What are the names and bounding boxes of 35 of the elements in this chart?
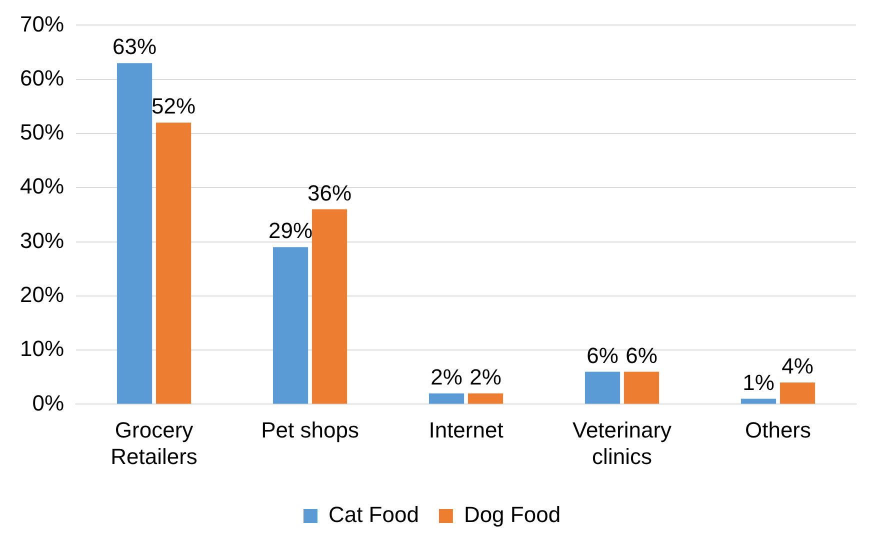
y-tick-label: 20% bbox=[20, 282, 64, 307]
data-label: 52% bbox=[152, 94, 196, 119]
y-tick-label: 30% bbox=[20, 228, 64, 253]
legend-label: Cat Food bbox=[328, 502, 419, 528]
y-tick-label: 50% bbox=[20, 120, 64, 145]
x-tick-label: Internet bbox=[428, 417, 504, 442]
bar bbox=[780, 382, 816, 404]
data-label: 6% bbox=[586, 342, 618, 368]
bar bbox=[468, 393, 504, 404]
data-label: 63% bbox=[112, 34, 157, 60]
bar bbox=[312, 209, 348, 404]
bar bbox=[584, 372, 620, 404]
data-label: 6% bbox=[626, 342, 658, 368]
bar bbox=[116, 63, 152, 404]
data-label: 1% bbox=[742, 370, 774, 395]
y-tick-label: 40% bbox=[20, 174, 64, 199]
y-tick-label: 0% bbox=[32, 390, 64, 416]
data-label: 29% bbox=[268, 218, 313, 244]
bar bbox=[624, 372, 660, 404]
y-tick-label: 70% bbox=[20, 11, 64, 36]
data-label: 2% bbox=[470, 364, 502, 390]
x-tick-label: Pet shops bbox=[261, 417, 359, 442]
bar bbox=[156, 122, 192, 404]
x-tick-label: Others bbox=[744, 417, 812, 442]
data-label: 4% bbox=[782, 354, 814, 379]
data-label: 36% bbox=[308, 180, 352, 206]
bar bbox=[740, 398, 776, 404]
x-tick-label: Veterinary clinics bbox=[572, 417, 672, 469]
y-tick-label: 60% bbox=[20, 65, 64, 90]
x-tick-label: Grocery Retailers bbox=[110, 417, 198, 469]
data-label: 2% bbox=[430, 364, 462, 390]
y-tick-label: 10% bbox=[20, 336, 64, 362]
bar bbox=[428, 393, 464, 404]
bar bbox=[272, 247, 308, 404]
legend-label: Dog Food bbox=[464, 502, 561, 528]
